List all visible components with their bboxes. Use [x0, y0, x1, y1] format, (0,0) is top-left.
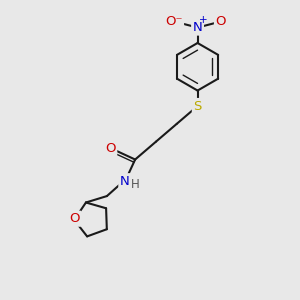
Text: S: S: [194, 100, 202, 112]
Text: N: N: [193, 21, 202, 34]
Text: N: N: [120, 175, 130, 188]
Text: O: O: [70, 212, 80, 225]
Text: O⁻: O⁻: [165, 15, 182, 28]
Text: O: O: [105, 142, 116, 155]
Text: H: H: [131, 178, 140, 191]
Text: +: +: [199, 15, 208, 25]
Text: O: O: [215, 15, 226, 28]
